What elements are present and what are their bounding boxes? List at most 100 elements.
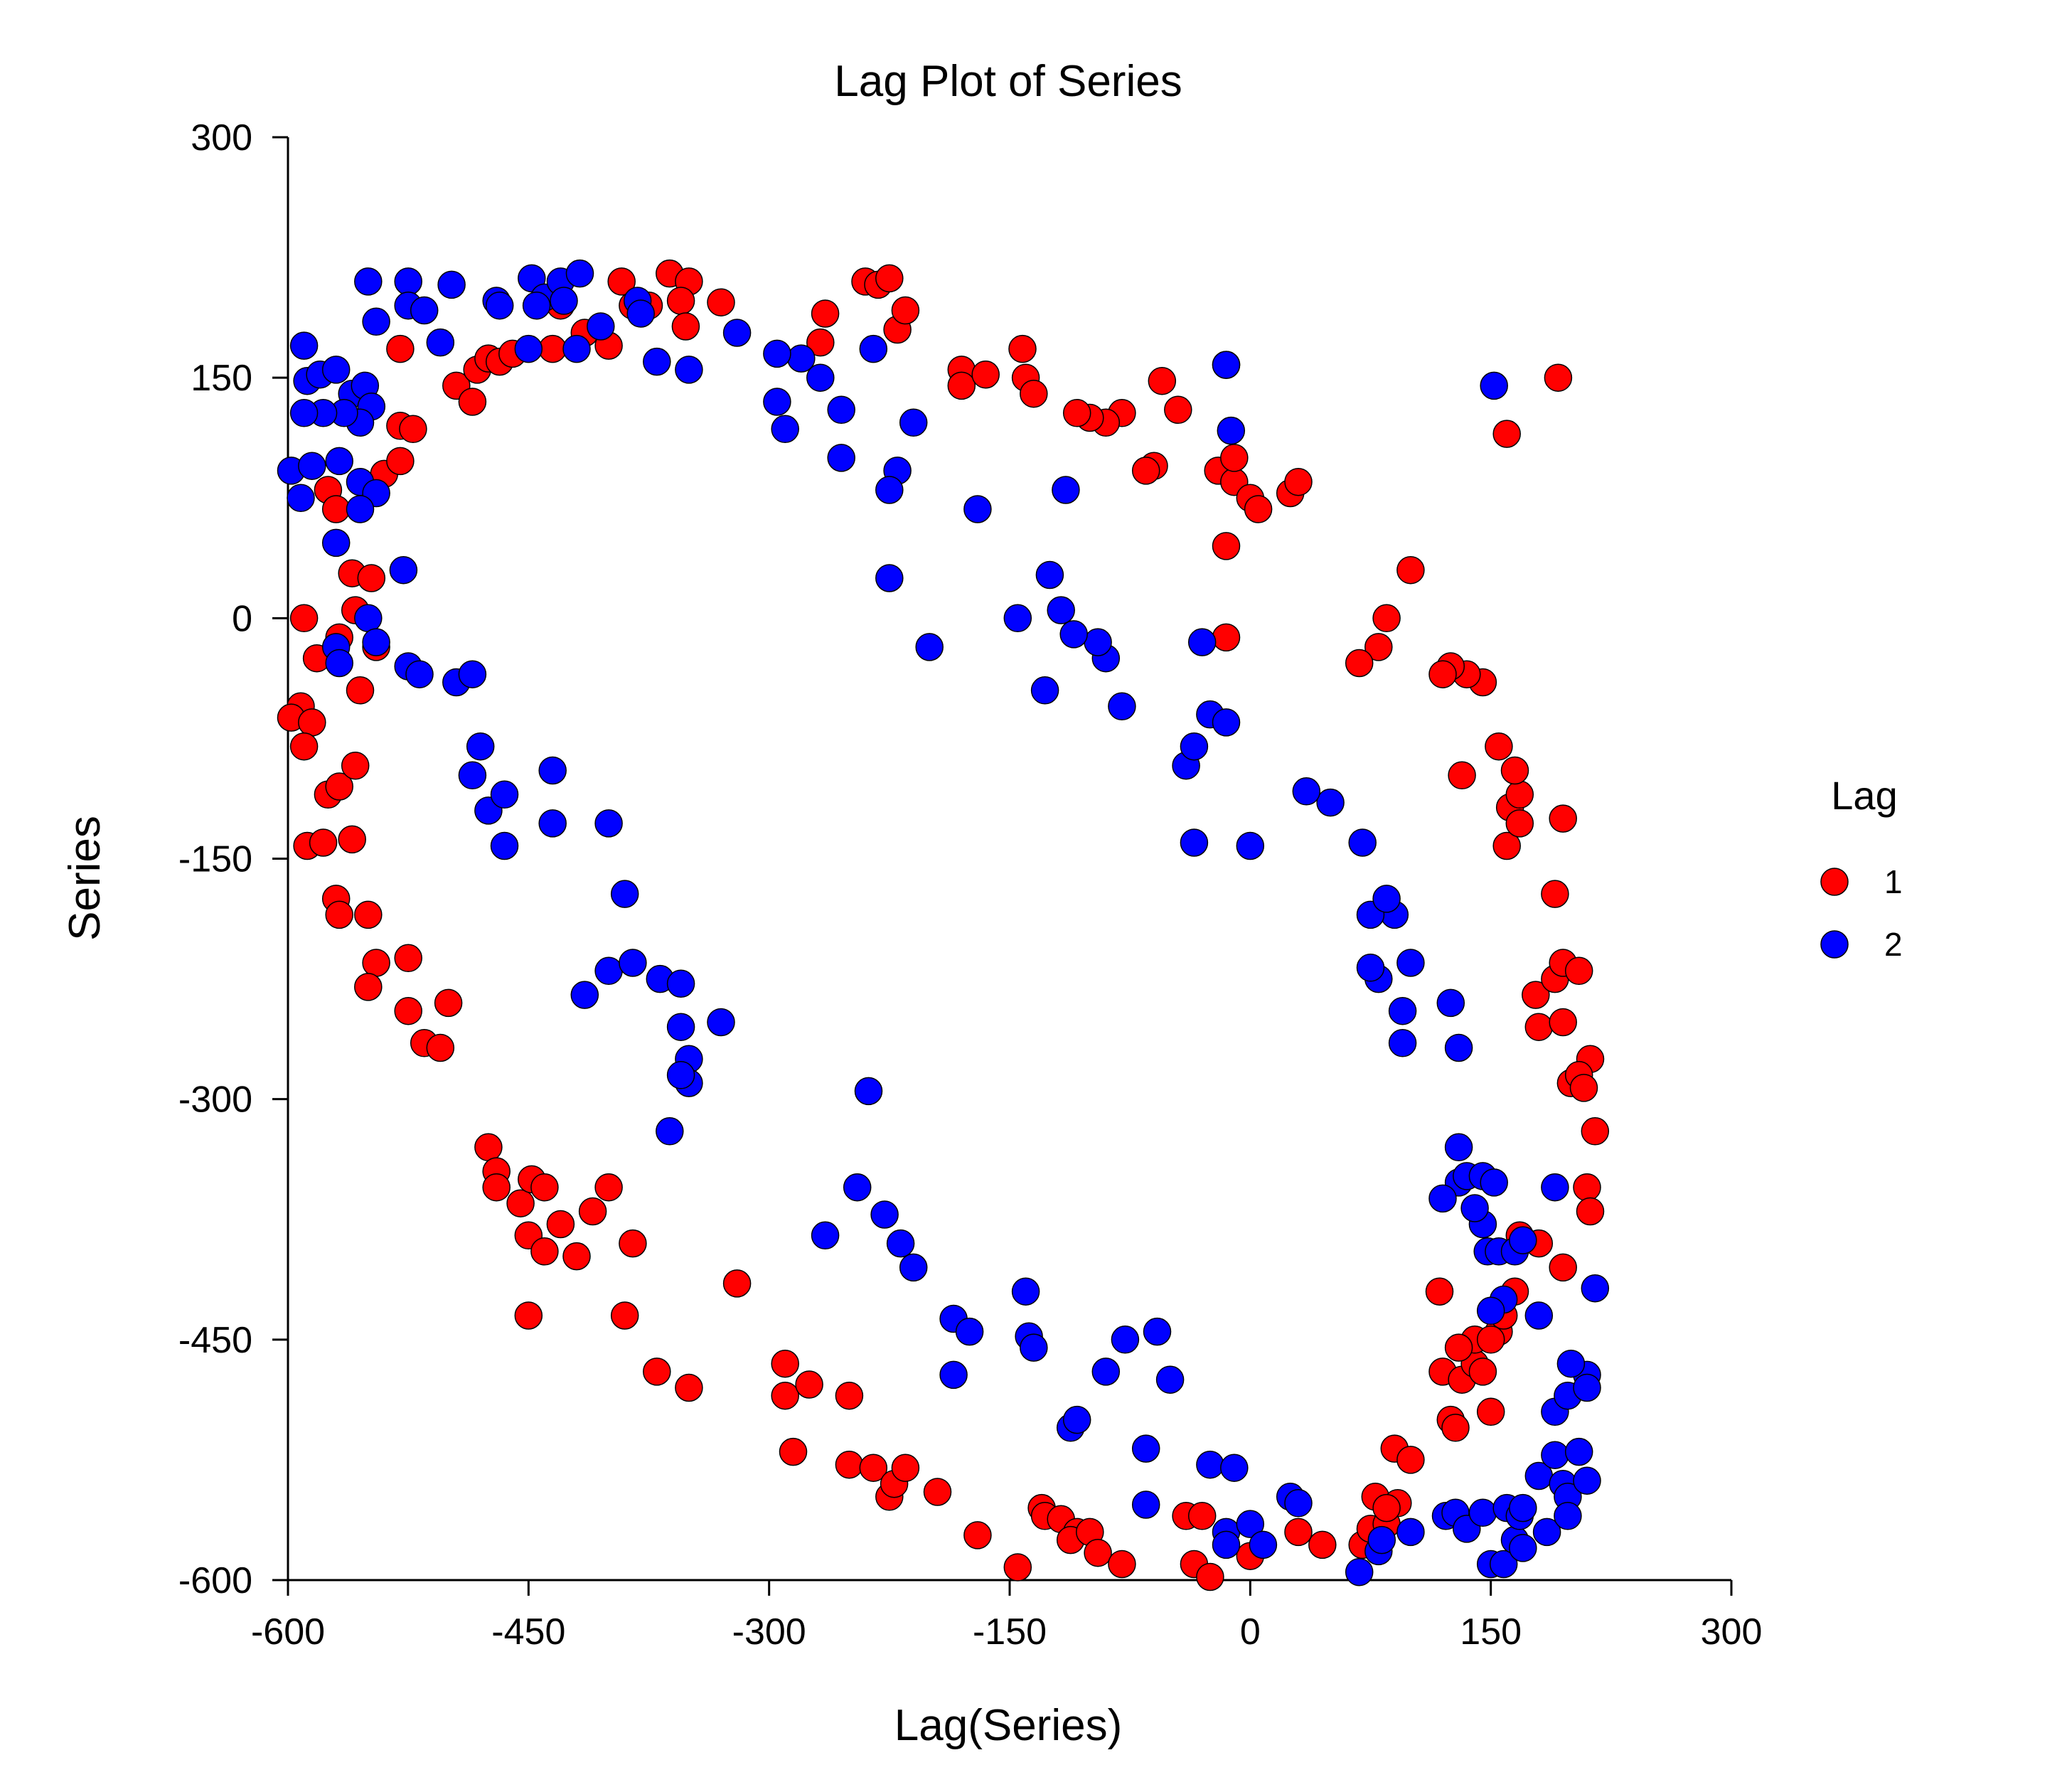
lag-1-point — [1425, 1277, 1454, 1306]
lag-1-point — [1524, 1013, 1554, 1041]
lag-2-point — [763, 388, 791, 416]
lag-1-point — [835, 1450, 864, 1479]
lag-1-point — [474, 1133, 503, 1162]
lag-1-point — [1003, 1553, 1032, 1582]
lag-2-point — [1460, 1194, 1489, 1222]
lag-2-point — [1573, 1466, 1601, 1495]
lag-2-point — [1212, 1530, 1241, 1559]
lag-2-point — [1573, 1373, 1601, 1402]
lag-2-point — [963, 495, 992, 523]
lag-2-point — [875, 564, 904, 592]
lag-1-point — [354, 900, 383, 929]
lag-1-point — [289, 604, 319, 633]
lag-2-point — [362, 628, 390, 656]
lag-2-point — [1428, 1184, 1457, 1213]
y-tick-label: -300 — [178, 1079, 252, 1121]
lag-1-point — [1345, 649, 1374, 678]
lag-2-point — [362, 307, 390, 336]
lag-1-point — [795, 1370, 823, 1399]
lag-1-point — [458, 388, 487, 416]
lag-1-point — [1505, 780, 1534, 809]
lag-2-point — [458, 660, 487, 688]
lag-1-point — [1284, 467, 1313, 496]
y-axis-title: Series — [60, 816, 109, 941]
lag-2-point — [763, 339, 791, 368]
lag-2-point — [1217, 416, 1246, 445]
lag-2-point — [1509, 1493, 1537, 1522]
lag-2-point — [437, 270, 466, 299]
lag-1-point — [1505, 809, 1534, 838]
lag-2-point — [1047, 596, 1075, 624]
lag-2-point — [1367, 1525, 1396, 1554]
lag-2-point — [666, 1013, 695, 1041]
lag-2-point — [1388, 1029, 1417, 1057]
lag-2-point — [394, 267, 422, 296]
lag-2-point — [538, 756, 567, 785]
lag-1-point — [394, 996, 422, 1025]
lag-1-point — [506, 1189, 535, 1217]
lag-1-point — [309, 828, 338, 857]
lag-2-point — [1468, 1498, 1497, 1527]
lag-2-point — [1180, 828, 1209, 857]
lag-2-point — [886, 1229, 915, 1258]
lag-1-point — [607, 267, 636, 296]
lag-1-point — [875, 264, 904, 293]
lag-1-point — [354, 973, 383, 1001]
lag-1-point — [1500, 756, 1529, 785]
lag-2-point — [1212, 351, 1241, 379]
lag-2-point — [410, 296, 439, 325]
lag-2-point — [1108, 692, 1136, 721]
lag-1-point — [289, 732, 319, 761]
lag-2-point — [1284, 1489, 1313, 1518]
lag-2-point — [1480, 1168, 1508, 1197]
lag-1-point — [971, 360, 1000, 389]
lag-1-point — [923, 1478, 952, 1506]
legend-items: 12 — [1820, 863, 1903, 963]
lag-1-point — [1444, 1333, 1473, 1362]
lag-2-point — [1187, 628, 1217, 656]
lag-2-point — [1062, 1405, 1091, 1434]
lag-2-point — [707, 1008, 735, 1037]
lag-2-point — [1581, 1274, 1610, 1303]
lag-1-point — [675, 1373, 703, 1402]
lag-1-point — [643, 1358, 671, 1386]
lag-1-point — [1522, 981, 1550, 1009]
lag-2-point — [1509, 1534, 1537, 1562]
lag-1-point — [530, 1173, 559, 1202]
lag-1-point — [578, 1197, 607, 1226]
lag-2-point — [1476, 1296, 1505, 1326]
lag-2-point — [466, 732, 495, 761]
lag-1-point — [1084, 1538, 1112, 1567]
lag-2-point — [1556, 1349, 1586, 1378]
lag-1-point — [1212, 623, 1241, 652]
lag-2-point — [490, 780, 519, 809]
lag-2-point — [1084, 628, 1112, 656]
lag-1-point — [341, 751, 370, 780]
lag-1-point — [1196, 1562, 1224, 1591]
lag-1-point — [1476, 1397, 1505, 1426]
lag-1-point — [1541, 880, 1569, 908]
lag-2-point — [619, 949, 647, 977]
lag-1-point — [1308, 1530, 1337, 1559]
lag-1-point — [1564, 956, 1593, 986]
x-tick-label: -450 — [491, 1611, 565, 1653]
lag-2-point — [287, 484, 315, 513]
lag-2-point — [550, 287, 578, 315]
lag-1-point — [619, 1229, 647, 1258]
x-tick-label: -600 — [251, 1611, 325, 1653]
lag-2-point — [1011, 1277, 1040, 1306]
legend-title: Lag — [1831, 773, 1897, 818]
lag-1-point — [1428, 660, 1457, 688]
lag-2-point — [354, 267, 383, 296]
lag-1-point — [357, 564, 386, 592]
y-tick-label: -600 — [178, 1560, 252, 1601]
x-tick-label: -150 — [973, 1611, 1047, 1653]
lag-1-point — [530, 1237, 559, 1266]
lag-2-point — [298, 452, 326, 480]
lag-2-point — [1564, 1437, 1593, 1466]
lag-1-point — [1148, 366, 1177, 395]
lag-2-point — [1091, 1358, 1121, 1386]
lag-2-point — [1316, 788, 1345, 817]
lag-1-point — [671, 312, 700, 341]
lag-2-point — [389, 555, 418, 585]
